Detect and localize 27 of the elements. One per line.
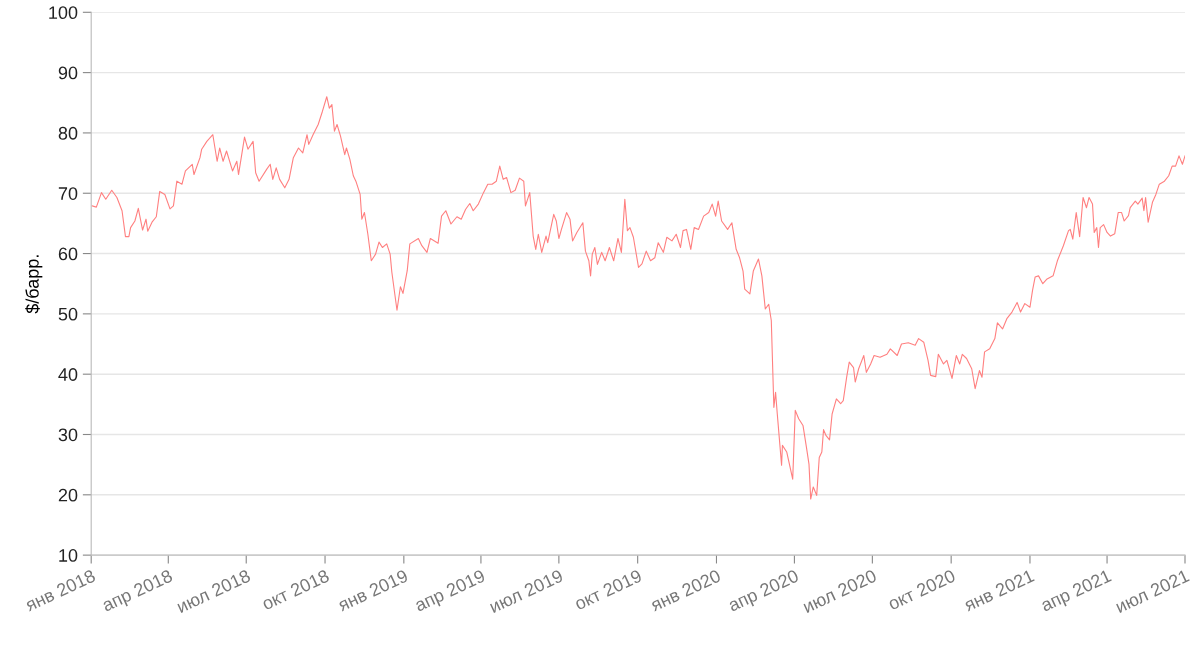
x-tick-label: окт 2020 xyxy=(887,569,957,611)
x-tick-label: июл 2021 xyxy=(1114,569,1190,614)
y-tick-label: 10 xyxy=(59,549,78,562)
x-tick-label: янв 2020 xyxy=(649,569,722,612)
x-tick-label: апр 2021 xyxy=(1039,569,1114,615)
x-tick-label: апр 2019 xyxy=(413,569,488,615)
x-tick-label: окт 2019 xyxy=(573,569,643,611)
x-tick-label: апр 2020 xyxy=(727,569,801,615)
x-tick-label: апр 2018 xyxy=(101,569,175,615)
y-tick-label: 80 xyxy=(58,126,78,140)
y-tick-label: 40 xyxy=(58,368,78,381)
x-tick-label: янв 2021 xyxy=(962,569,1035,612)
x-tick-label: июл 2018 xyxy=(176,569,252,614)
y-tick-label: 90 xyxy=(58,66,78,80)
y-tick-label: 60 xyxy=(58,247,78,261)
y-tick-label: 30 xyxy=(58,428,78,442)
y-tick-label: 100 xyxy=(49,6,78,20)
x-tick-label: июл 2020 xyxy=(802,569,878,614)
x-tick-label: июл 2019 xyxy=(488,569,564,614)
y-axis-title: $/барр. xyxy=(25,255,43,314)
x-tick-label: янв 2018 xyxy=(24,569,97,612)
y-tick-label: 20 xyxy=(58,488,78,502)
y-tick-label: 70 xyxy=(58,187,78,200)
line-series xyxy=(91,96,1185,500)
x-tick-label: янв 2019 xyxy=(336,569,409,612)
x-tick-label: окт 2018 xyxy=(261,569,330,611)
y-tick-label: 50 xyxy=(58,307,78,321)
